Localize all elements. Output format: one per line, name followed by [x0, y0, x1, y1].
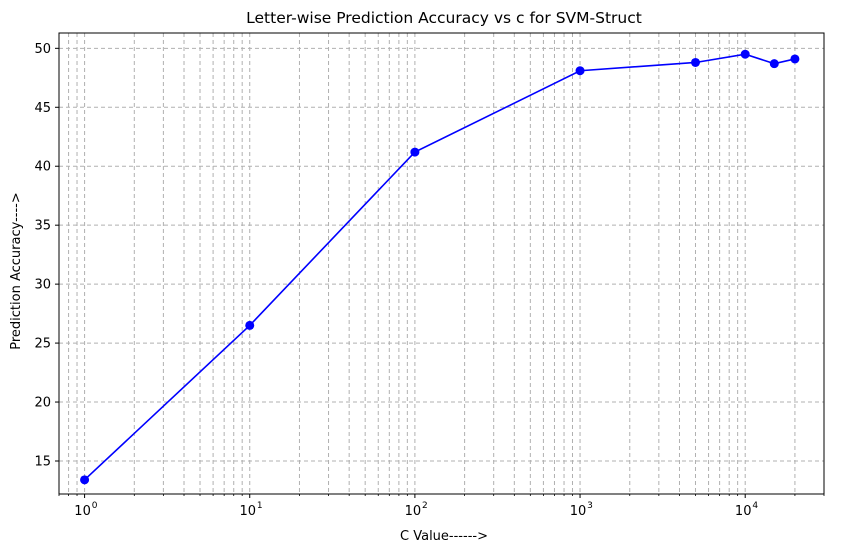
x-tick-label: 10 — [735, 504, 752, 519]
series-line — [84, 53, 796, 481]
grid — [58, 33, 825, 494]
x-tick-label: 10 — [74, 504, 91, 519]
x-tick-label-exponent: 4 — [752, 501, 758, 511]
y-tick-label: 25 — [34, 337, 51, 352]
y-tick-label: 40 — [34, 160, 51, 175]
x-tick-label: 10 — [570, 504, 587, 519]
x-tick-label-exponent: 1 — [257, 501, 263, 511]
x-tick-label-exponent: 0 — [92, 501, 98, 511]
data-point — [740, 49, 750, 59]
y-tick-label: 20 — [34, 396, 51, 411]
y-axis-label: Prediction Accuracy----> — [9, 192, 24, 350]
data-point — [790, 54, 800, 64]
data-point — [575, 66, 585, 76]
x-axis-label: C Value------> — [400, 529, 488, 544]
x-tick-label-exponent: 3 — [587, 501, 593, 511]
x-tick-label: 10 — [239, 504, 256, 519]
chart-title: Letter-wise Prediction Accuracy vs c for… — [246, 9, 642, 27]
y-tick-label: 35 — [34, 219, 51, 234]
plot-area — [80, 49, 800, 485]
x-tick-label-exponent: 2 — [422, 501, 428, 511]
data-point — [410, 147, 420, 157]
x-tick-label: 10 — [405, 504, 422, 519]
y-tick-label: 45 — [34, 101, 51, 116]
data-point — [245, 320, 255, 330]
y-tick-label: 50 — [34, 42, 51, 57]
axes-frame — [58, 32, 825, 495]
data-point — [769, 59, 779, 69]
y-tick-label: 30 — [34, 278, 51, 293]
y-tick-label: 15 — [34, 454, 51, 469]
data-point — [690, 57, 700, 67]
data-point — [80, 475, 90, 485]
